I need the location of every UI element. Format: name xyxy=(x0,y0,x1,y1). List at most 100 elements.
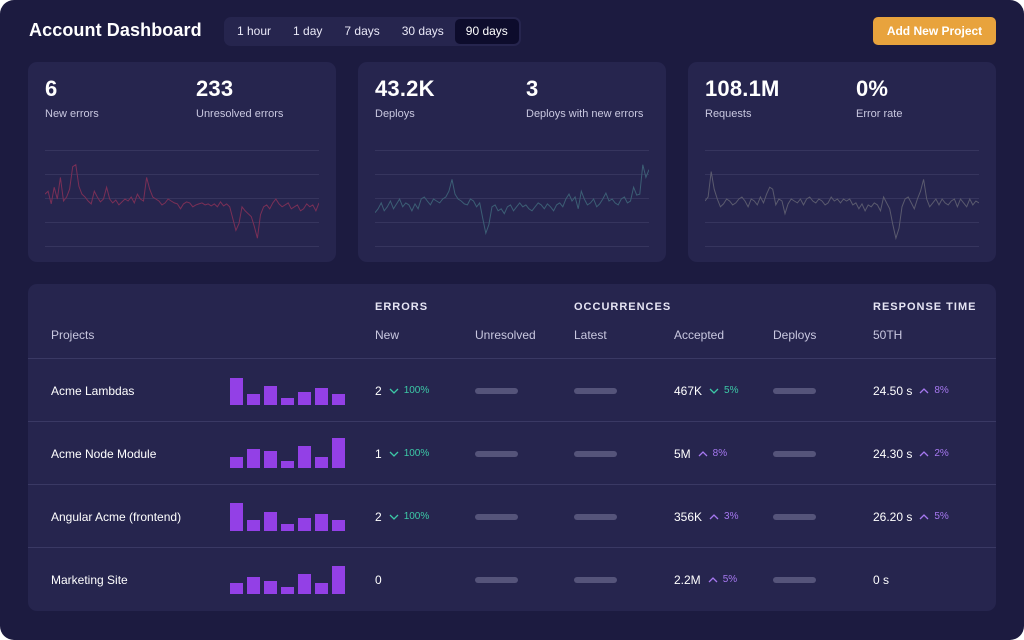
p50-delta: 8% xyxy=(919,385,949,396)
loading-placeholder xyxy=(475,450,518,457)
unresolved-cell xyxy=(475,548,518,611)
occurrences-group-header: OCCURRENCES xyxy=(574,301,672,313)
range-7-days[interactable]: 7 days xyxy=(344,24,380,38)
activity-bar xyxy=(264,581,277,594)
deploys-cell xyxy=(773,548,816,611)
new-errors-value: 0 xyxy=(375,572,382,587)
unresolved-errors-label: Unresolved errors xyxy=(196,108,284,120)
project-activity-bars xyxy=(230,503,345,531)
deploys-column-header[interactable]: Deploys xyxy=(773,328,817,342)
new-errors-metric: 6 New errors xyxy=(45,76,99,120)
activity-bar xyxy=(298,446,311,468)
activity-bar xyxy=(281,524,294,531)
p50-cell: 0 s xyxy=(873,548,889,611)
activity-bar xyxy=(332,394,345,405)
accepted-cell: 356K 3% xyxy=(674,485,738,548)
deploys-value: 43.2K xyxy=(375,76,435,101)
p50-value: 26.20 s xyxy=(873,509,913,524)
activity-bar xyxy=(247,577,260,594)
chevron-down-icon xyxy=(389,451,399,457)
activity-bar xyxy=(332,566,345,594)
range-1-hour[interactable]: 1 hour xyxy=(237,24,272,38)
deploys-sparkline xyxy=(375,150,649,247)
loading-placeholder xyxy=(475,513,518,520)
table-row[interactable]: Acme Node Module 1 100% 5M 8% 24.30 s 2% xyxy=(28,421,996,484)
project-activity-bars xyxy=(230,438,345,468)
activity-bar xyxy=(247,394,260,405)
loading-placeholder xyxy=(574,450,617,457)
new-delta-value: 100% xyxy=(403,511,430,522)
range-30-days[interactable]: 30 days xyxy=(401,24,444,38)
p50-value: 0 s xyxy=(873,572,890,587)
accepted-cell: 2.2M 5% xyxy=(674,548,737,611)
new-delta: 100% xyxy=(389,448,429,459)
activity-bar xyxy=(281,398,294,405)
loading-placeholder xyxy=(773,513,816,520)
latest-column-header[interactable]: Latest xyxy=(574,328,607,342)
requests-sparkline xyxy=(705,150,979,247)
chevron-down-icon xyxy=(389,514,399,520)
new-column-header[interactable]: New xyxy=(375,328,400,342)
new-errors-value: 2 xyxy=(375,509,382,524)
range-90-days[interactable]: 90 days xyxy=(454,19,519,44)
project-name[interactable]: Angular Acme (frontend) xyxy=(51,509,182,524)
activity-bar xyxy=(264,386,277,405)
activity-bar xyxy=(315,583,328,594)
projects-column-header[interactable]: Projects xyxy=(51,328,95,342)
response-time-group-header: RESPONSE TIME xyxy=(873,301,977,313)
project-name[interactable]: Marketing Site xyxy=(51,572,128,587)
accepted-delta: 8% xyxy=(698,448,727,459)
add-new-project-button[interactable]: Add New Project xyxy=(873,17,996,45)
activity-bar xyxy=(315,388,328,405)
new-errors-label: New errors xyxy=(45,108,99,120)
project-name[interactable]: Acme Node Module xyxy=(51,446,157,461)
activity-bar xyxy=(247,449,260,468)
activity-bar xyxy=(332,520,345,531)
activity-bar xyxy=(298,518,311,531)
accepted-delta: 5% xyxy=(709,385,738,396)
accepted-column-header[interactable]: Accepted xyxy=(674,328,725,342)
table-row[interactable]: Angular Acme (frontend) 2 100% 356K 3% 2… xyxy=(28,484,996,547)
accepted-value: 5M xyxy=(674,446,691,461)
requests-value: 108.1M xyxy=(705,76,780,101)
unresolved-column-header[interactable]: Unresolved xyxy=(475,328,536,342)
loading-placeholder xyxy=(475,387,518,394)
loading-placeholder xyxy=(475,576,518,583)
range-1-day[interactable]: 1 day xyxy=(293,24,323,38)
chevron-up-icon xyxy=(919,513,929,519)
loading-placeholder xyxy=(574,513,617,520)
chevron-up-icon xyxy=(708,576,718,582)
latest-cell xyxy=(574,422,617,485)
chevron-up-icon xyxy=(919,387,929,393)
time-range-selector: 1 hour 1 day 7 days 30 days 90 days xyxy=(224,17,521,46)
accepted-value: 2.2M xyxy=(674,572,701,587)
table-row[interactable]: Acme Lambdas 2 100% 467K 5% 24.50 s 8% xyxy=(28,358,996,421)
deploys-label: Deploys xyxy=(375,108,415,120)
latest-cell xyxy=(574,359,617,422)
accepted-cell: 5M 8% xyxy=(674,422,727,485)
accepted-delta-value: 8% xyxy=(712,448,728,459)
new-errors-value: 1 xyxy=(375,446,382,461)
accepted-value: 356K xyxy=(674,509,703,524)
new-delta: 100% xyxy=(389,385,429,396)
project-activity-bars xyxy=(230,566,345,594)
p50-column-header[interactable]: 50TH xyxy=(873,328,903,342)
deploys-cell xyxy=(773,485,816,548)
table-row[interactable]: Marketing Site 0 2.2M 5% 0 s xyxy=(28,547,996,610)
project-name[interactable]: Acme Lambdas xyxy=(51,383,135,398)
sparkline-series xyxy=(705,171,979,241)
accepted-cell: 467K 5% xyxy=(674,359,738,422)
chevron-down-icon xyxy=(709,388,719,394)
deploys-card: 43.2K Deploys 3 Deploys with new errors xyxy=(358,62,666,262)
activity-bar xyxy=(281,461,294,468)
activity-bar xyxy=(230,457,243,468)
activity-bar xyxy=(315,457,328,468)
project-activity-bars xyxy=(230,378,345,405)
new-errors-cell: 2 100% xyxy=(375,359,429,422)
requests-metric: 108.1M Requests xyxy=(705,76,780,120)
deploys-new-errors-metric: 3 Deploys with new errors xyxy=(526,76,643,120)
projects-table: ERRORS OCCURRENCES RESPONSE TIME Project… xyxy=(28,284,996,611)
loading-placeholder xyxy=(773,450,816,457)
deploys-metric: 43.2K Deploys xyxy=(375,76,435,120)
